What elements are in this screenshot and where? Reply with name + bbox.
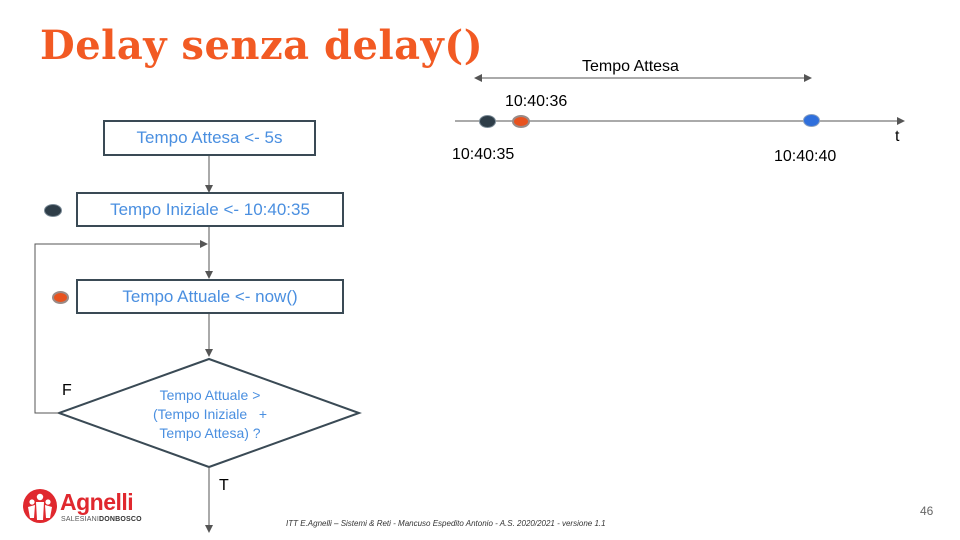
- logo-sub-right: DONBOSCO: [98, 516, 142, 523]
- page-number: 46: [920, 504, 934, 518]
- flow-box-current-time: Tempo Attuale <- now(): [76, 279, 344, 314]
- decision-text: Tempo Attuale > (Tempo Iniziale + Tempo …: [120, 386, 300, 443]
- timeline-start-dot: [479, 115, 496, 128]
- start-time-dot: [44, 204, 62, 217]
- logo-name: Agnelli: [60, 489, 134, 515]
- timeline-current-dot: [512, 115, 530, 128]
- time-start-label: 10:40:35: [452, 146, 515, 163]
- loop-back-line: [34, 240, 208, 414]
- logo-sub-left: SALESIANI: [61, 516, 99, 523]
- footer-text: ITT E.Agnelli – Sistemi & Reti - Mancuso…: [286, 519, 606, 528]
- axis-label: t: [895, 128, 900, 145]
- slide-title: Delay senza delay(): [40, 22, 484, 69]
- decision-line-3: Tempo Attesa) ?: [159, 425, 261, 441]
- agnelli-logo-icon: [23, 489, 57, 523]
- logo-subtitle: SALESIANIDONBOSCO: [61, 516, 142, 523]
- time-end-label: 10:40:40: [774, 148, 837, 165]
- decision-line-1: Tempo Attuale >: [159, 387, 261, 403]
- false-label: F: [62, 382, 72, 399]
- timeline-end-dot: [803, 114, 820, 127]
- flow-box-start-time: Tempo Iniziale <- 10:40:35: [76, 192, 344, 227]
- span-label: Tempo Attesa: [582, 58, 679, 75]
- true-label: T: [219, 477, 229, 494]
- time-current-label: 10:40:36: [505, 93, 568, 110]
- decision-line-2: (Tempo Iniziale +: [153, 406, 267, 422]
- current-time-dot: [52, 291, 69, 304]
- flow-box-wait-time: Tempo Attesa <- 5s: [103, 120, 316, 156]
